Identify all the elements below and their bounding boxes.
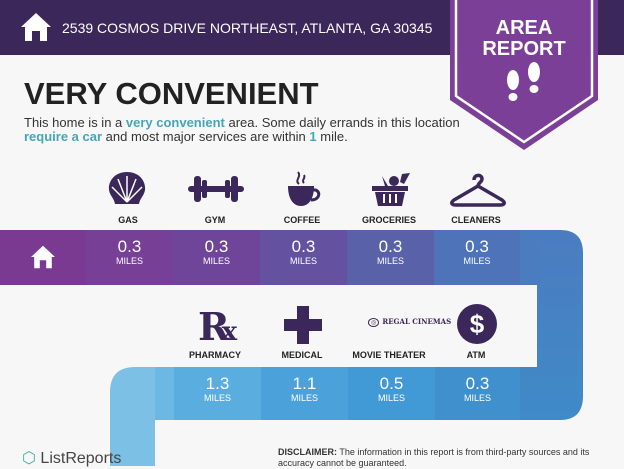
distance-value: 0.3 [204,237,229,256]
distance-value: 0.3 [291,237,316,256]
home-icon [21,13,51,41]
distance-unit: MILES [463,393,491,403]
band-filler [155,367,174,420]
listreports-logo: ⬡ ListReports [22,448,121,468]
distance-unit: MILES [463,256,491,266]
row2-band: 1.3 MILES 1.1 MILES 0.5 MILES 0.3 MILES [155,367,535,420]
desc-text: and most major services are within [102,129,310,144]
disclaimer-label: DISCLAIMER: [278,447,337,457]
desc-highlight: 1 [309,129,317,144]
coffee-cup-icon [288,171,321,206]
distance-value: 0.3 [465,237,489,256]
logo-text: ListReports [40,450,122,467]
label-cleaners: CLEANERS [451,215,501,225]
medical-cross-icon [284,306,322,344]
distance-atm: 0.3 MILES [435,367,520,420]
label-medical: MEDICAL [281,350,323,360]
distance-value: 0.3 [378,237,403,256]
distance-value: 0.5 [379,374,404,393]
distance-value: 0.3 [117,237,142,256]
label-coffee: COFFEE [283,215,321,225]
atm-dollar-icon: $ [457,304,497,344]
disclaimer-text: The information in this report is from t… [278,447,590,468]
distance-gym: 0.3 MILES [173,230,260,285]
pharmacy-rx-icon: Rx [198,304,237,349]
desc-highlight: very convenient [125,115,225,130]
label-groceries: GROCERIES [361,215,416,225]
band-filler [520,230,540,285]
address: 2539 COSMOS DRIVE NORTHEAST, ATLANTA, GA… [62,20,433,36]
footprints-icon [507,62,540,101]
logo-icon: ⬡ [22,450,36,467]
distance-pharmacy: 1.3 MILES [174,367,261,420]
distance-unit: MILES [202,256,230,266]
regal-logo-text: REGAL CINEMAS [382,317,452,326]
distance-medical: 1.1 MILES [261,367,348,420]
distance-unit: MILES [115,256,143,266]
distance-unit: MILES [290,393,318,403]
distance-value: 1.3 [205,374,230,393]
headline: VERY CONVENIENT [24,76,319,111]
distance-groceries: 0.3 MILES [347,230,434,285]
description: This home is in a very convenient area. … [24,116,464,144]
disclaimer: DISCLAIMER: The information in this repo… [278,447,618,469]
distance-unit: MILES [289,256,317,266]
home-cell [0,230,86,285]
distance-gas: 0.3 MILES [86,230,173,285]
row1-band: 0.3 MILES 0.3 MILES 0.3 MILES 0.3 MILES 0.3 M… [0,230,540,285]
label-movie-theater: MOVIE THEATER [352,350,426,360]
area-report-badge [450,0,598,150]
distance-unit: MILES [203,393,231,403]
badge-line1: AREA [495,17,553,39]
desc-highlight: require a car [24,129,103,144]
desc-text: area. Some daily errands in this locatio… [224,115,460,130]
distance-unit: MILES [376,256,404,266]
label-gas: GAS [118,215,138,225]
label-atm: ATM [466,350,486,360]
distance-value: 0.3 [465,374,490,393]
distance-value: 1.1 [292,374,317,393]
gym-dumbbell-icon [188,176,244,202]
home-icon [31,245,55,269]
distance-unit: MILES [377,393,405,403]
groceries-basket-icon [372,173,410,206]
desc-text: This home is in a [24,115,126,130]
distance-coffee: 0.3 MILES [260,230,347,285]
distance-movie-theater: 0.5 MILES [348,367,435,420]
label-gym: GYM [204,215,226,225]
badge-line2: REPORT [482,38,566,60]
distance-cleaners: 0.3 MILES [434,230,520,285]
regal-cinemas-logo: ◎ REGAL CINEMAS [368,318,451,327]
label-pharmacy: PHARMACY [188,350,241,360]
gas-shell-icon [108,172,146,204]
svg-text:$: $ [470,309,485,339]
cleaners-hanger-icon [450,173,506,207]
desc-text: mile. [316,129,348,144]
